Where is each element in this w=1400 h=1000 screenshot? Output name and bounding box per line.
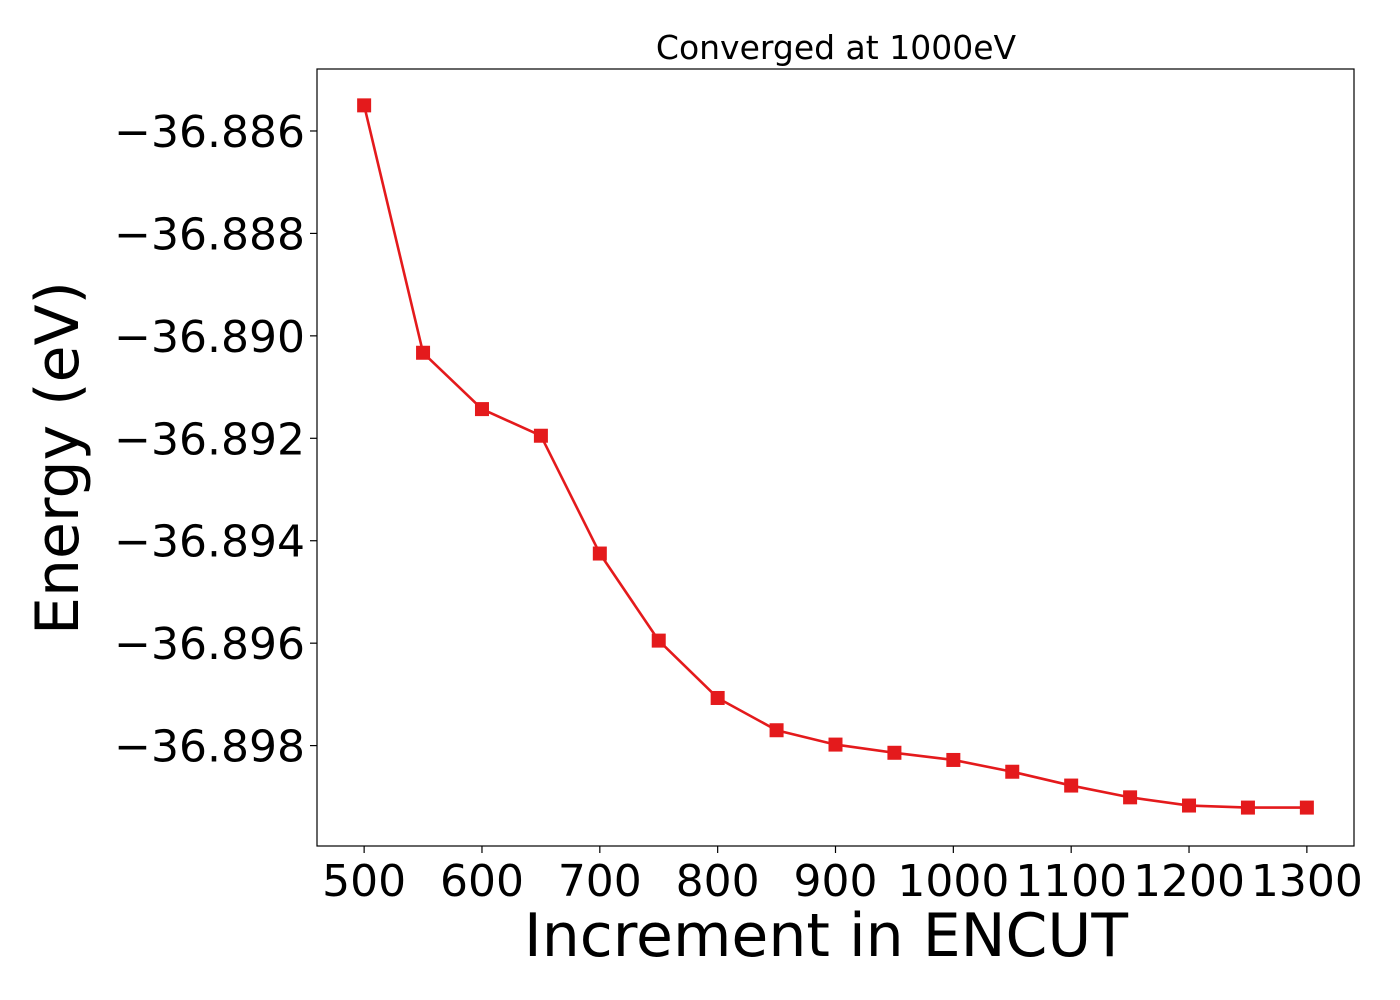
data-point-marker [533,428,548,443]
chart-title: Converged at 1000eV [656,28,1017,67]
x-tick-label: 700 [558,856,642,907]
x-tick-label: 1200 [1133,856,1245,907]
x-tick-label: 500 [322,856,406,907]
data-point-marker [769,723,784,738]
data-point-marker [416,345,431,360]
y-axis-label: Energy (eV) [23,281,93,635]
x-tick-label: 900 [794,856,878,907]
y-tick-label: −36.894 [114,517,305,568]
data-point-marker [592,546,607,561]
data-point-marker [887,745,902,760]
data-point-marker [474,402,489,417]
y-tick-label: −36.886 [114,107,305,158]
data-point-marker [1182,798,1197,813]
data-point-marker [1005,764,1020,779]
data-point-marker [1123,790,1138,805]
data-point-marker [1064,778,1079,793]
y-axis-ticks: −36.886 −36.888 −36.890 −36.892 −36.894 −36.8… [114,107,317,773]
y-tick-label: −36.888 [114,209,305,260]
x-tick-label: 600 [440,856,524,907]
data-point-marker [651,633,666,648]
y-tick-label: −36.890 [114,312,305,363]
x-tick-label: 1100 [1015,856,1127,907]
x-tick-label: 1000 [897,856,1009,907]
data-point-marker [946,752,961,767]
x-tick-label: 800 [676,856,760,907]
data-point-marker [828,737,843,752]
y-tick-label: −36.892 [114,414,305,465]
data-point-marker [1299,800,1314,815]
x-axis-label: Increment in ENCUT [524,901,1128,971]
data-point-marker [1240,800,1255,815]
y-tick-label: −36.896 [114,619,305,670]
x-tick-label: 1300 [1251,856,1363,907]
series-layer [357,98,1314,815]
data-point-marker [357,98,372,113]
data-point-marker [710,690,725,705]
x-axis-ticks: 500 600 700 800 900 1000 1100 1200 1300 [322,846,1363,907]
y-tick-label: −36.898 [114,722,305,773]
